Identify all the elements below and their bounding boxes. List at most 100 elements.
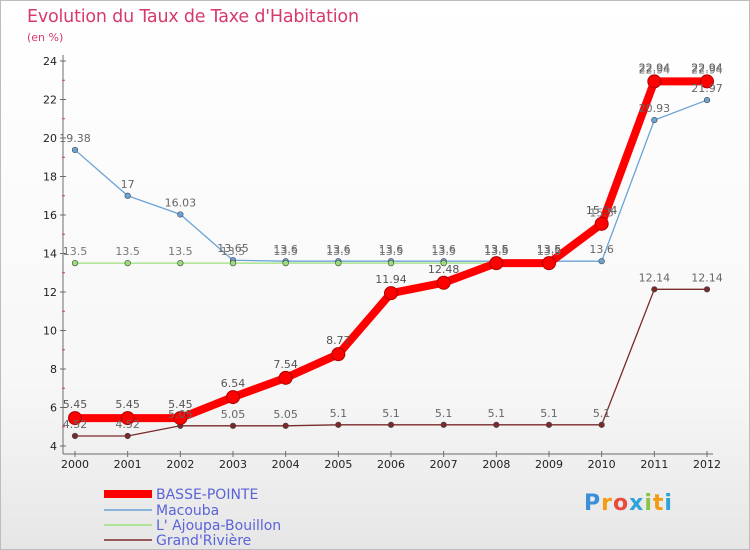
data-label: 5.1 bbox=[382, 407, 400, 420]
x-tick-label: 2011 bbox=[640, 458, 668, 471]
legend-label: Macouba bbox=[156, 503, 219, 519]
data-label: 13.5 bbox=[221, 245, 246, 258]
data-label: 8.77 bbox=[326, 334, 351, 347]
y-tick-label: 6 bbox=[50, 402, 57, 415]
x-tick-label: 2005 bbox=[324, 458, 352, 471]
data-label: 17 bbox=[121, 178, 135, 191]
y-tick-label: 18 bbox=[43, 171, 57, 184]
y-tick-label: 20 bbox=[43, 132, 57, 145]
data-label: 13.6 bbox=[326, 243, 351, 256]
x-tick-label: 2012 bbox=[693, 458, 721, 471]
data-label: 13.5 bbox=[431, 245, 456, 258]
data-label: 22.94 bbox=[639, 63, 671, 76]
data-point bbox=[594, 216, 609, 231]
data-point bbox=[282, 260, 289, 267]
data-label: 13.5 bbox=[168, 245, 193, 258]
data-point bbox=[71, 432, 79, 440]
data-point bbox=[598, 421, 605, 428]
data-point bbox=[384, 286, 398, 301]
x-tick-label: 2008 bbox=[482, 458, 510, 471]
data-label: 15.5 bbox=[589, 207, 614, 220]
data-label: 13.6 bbox=[589, 243, 614, 256]
data-point bbox=[703, 96, 711, 104]
proxiti-logo: Proxiti bbox=[584, 491, 673, 516]
data-label: 5.1 bbox=[540, 407, 558, 420]
y-tick-label: 12 bbox=[43, 286, 57, 299]
data-label: 5.45 bbox=[63, 398, 88, 411]
data-label: 13.5 bbox=[484, 243, 509, 256]
data-point bbox=[226, 390, 240, 405]
data-label: 13.5 bbox=[379, 245, 404, 258]
data-point bbox=[173, 411, 188, 426]
logo-letter: o bbox=[612, 491, 630, 516]
data-label: 13.5 bbox=[484, 245, 509, 258]
data-label: 12.14 bbox=[691, 271, 723, 284]
labels-series-2: 13.5 13.5 13.5 13.5 13.5 13.5 13.5 13.5 13.5 13.5… bbox=[63, 63, 723, 258]
data-label: 13.5 bbox=[326, 245, 351, 258]
data-point bbox=[436, 275, 451, 290]
data-label: 19.38 bbox=[59, 132, 91, 145]
logo-letter: i bbox=[644, 491, 653, 516]
series-0 bbox=[68, 74, 714, 426]
x-tick-label: 2002 bbox=[166, 458, 194, 471]
data-label: 13.5 bbox=[115, 245, 140, 258]
logo-letter: r bbox=[601, 491, 613, 516]
data-label: 13.5 bbox=[273, 245, 298, 258]
x-tick-label: 2004 bbox=[272, 458, 300, 471]
data-label: 22.94 bbox=[691, 63, 723, 76]
data-point bbox=[278, 370, 293, 385]
data-label: 5.1 bbox=[330, 407, 348, 420]
data-point bbox=[440, 260, 447, 267]
y-tick-label: 24 bbox=[43, 55, 57, 68]
data-label: 12.14 bbox=[639, 271, 671, 284]
data-label: 13.6 bbox=[431, 243, 456, 256]
y-tick-label: 22 bbox=[43, 94, 57, 107]
chart-title: Evolution du Taux de Taxe d'Habitation bbox=[27, 7, 359, 27]
data-label: 22.94 bbox=[691, 61, 723, 74]
data-point bbox=[68, 411, 82, 426]
y-tick-label: 10 bbox=[43, 325, 57, 338]
x-tick-label: 2007 bbox=[430, 458, 458, 471]
data-point bbox=[489, 256, 504, 271]
data-point bbox=[229, 260, 237, 267]
data-point bbox=[545, 421, 553, 428]
data-point bbox=[703, 286, 711, 293]
data-point bbox=[651, 286, 658, 293]
data-point bbox=[440, 421, 447, 428]
chart-unit: (en %) bbox=[27, 31, 64, 44]
data-point bbox=[177, 260, 184, 267]
data-label: 5.05 bbox=[273, 408, 298, 421]
data-point bbox=[124, 432, 131, 440]
y-tick-label: 16 bbox=[43, 209, 57, 222]
data-point bbox=[387, 260, 395, 267]
data-label: 21.97 bbox=[691, 82, 723, 95]
y-tick-label: 8 bbox=[50, 363, 57, 376]
data-point bbox=[647, 74, 662, 89]
x-tick-label: 2010 bbox=[588, 458, 616, 471]
data-label: 15.54 bbox=[586, 204, 618, 217]
x-tick-label: 2009 bbox=[535, 458, 563, 471]
data-point bbox=[177, 211, 184, 218]
y-tick-label: 4 bbox=[50, 440, 57, 453]
data-point bbox=[71, 260, 79, 267]
data-point bbox=[120, 411, 135, 426]
data-point bbox=[542, 256, 556, 271]
data-point bbox=[335, 260, 342, 267]
data-label: 13.5 bbox=[537, 243, 562, 256]
data-label: 5.1 bbox=[593, 407, 611, 420]
x-tick-label: 2003 bbox=[219, 458, 247, 471]
data-label: 7.54 bbox=[273, 358, 298, 371]
y-tick-label: 14 bbox=[43, 248, 57, 261]
data-label: 13.5 bbox=[537, 245, 562, 258]
logo-letter: x bbox=[629, 491, 645, 516]
legend-label: L' Ajoupa-Bouillon bbox=[156, 518, 281, 534]
logo-letter: t bbox=[652, 491, 665, 516]
x-tick-label: 2006 bbox=[377, 458, 405, 471]
data-label: 5.05 bbox=[221, 408, 246, 421]
data-point bbox=[124, 260, 131, 267]
data-label: 20.93 bbox=[639, 102, 671, 115]
data-label: 5.1 bbox=[488, 407, 506, 420]
